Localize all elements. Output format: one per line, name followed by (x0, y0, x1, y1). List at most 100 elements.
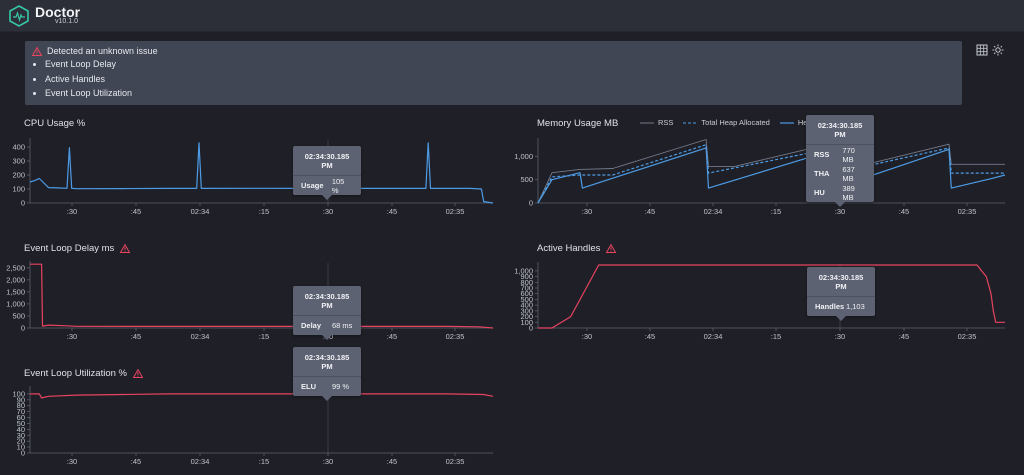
x-tick-label: :30 (835, 332, 845, 341)
tooltip-row: THA 637 MB (806, 164, 874, 183)
handles-title-text: Active Handles (537, 243, 601, 254)
tooltip-label: RSS (814, 150, 830, 159)
tooltip-label: Usage (301, 181, 324, 190)
tooltip-time: 02:34:30.185 PM (806, 115, 874, 145)
memory-tooltip: 02:34:30.185 PM RSS 770 MB THA 637 MB HU… (806, 115, 874, 207)
y-tick-label: 1,500 (6, 287, 25, 296)
issue-alert: Detected an unknown issue Event Loop Del… (25, 41, 962, 105)
x-tick-label: :30 (67, 207, 77, 216)
y-tick-label: 0 (529, 324, 533, 333)
series-handles-line (538, 264, 1005, 329)
x-tick-label: :30 (67, 332, 77, 341)
y-tick-label: 700 (520, 284, 533, 293)
y-tick-label: 1,000 (6, 299, 25, 308)
sun-icon[interactable] (992, 44, 1004, 56)
x-tick-label: :15 (771, 332, 781, 341)
legend-item-rss[interactable]: RSS (640, 118, 673, 127)
legend-item-tha[interactable]: Total Heap Allocated (683, 118, 770, 127)
y-tick-label: 600 (520, 289, 533, 298)
cpu-chart[interactable]: 0 100 200 300 400:30:45 02:34:15:30:45 02:35 (0, 135, 500, 220)
delay-chart[interactable]: 05001,0001,5002,0002,500:30:4502:34:15:3… (0, 258, 500, 343)
memory-chart-title: Memory Usage MB (537, 118, 618, 129)
y-tick-label: 2,000 (6, 275, 25, 284)
tooltip-time: 02:34:30.185 PM (293, 146, 361, 176)
x-tick-label: :30 (323, 207, 333, 216)
x-tick-label: :30 (323, 457, 333, 466)
y-tick-label: 100 (12, 389, 25, 398)
y-tick-label: 800 (520, 278, 533, 287)
elu-tooltip: 02:34:30.185 PM ELU 99 % (293, 347, 361, 401)
delay-title-text: Event Loop Delay ms (24, 243, 115, 254)
series-elu-line (30, 393, 494, 399)
x-tick-label: :45 (131, 207, 141, 216)
elu-chart-title: Event Loop Utilization % (24, 368, 143, 379)
tooltip-label: Delay (301, 321, 322, 330)
series-rss-line (537, 139, 1005, 204)
warning-icon (120, 244, 131, 253)
y-tick-label: 70 (17, 407, 25, 416)
series-heap-line (537, 147, 1006, 204)
y-tick-label: 90 (17, 395, 25, 404)
x-tick-label: :45 (387, 457, 397, 466)
tooltip-label: THA (814, 169, 830, 178)
tooltip-value: 99 % (332, 382, 350, 391)
tooltip-value: 68 ms (332, 321, 353, 330)
x-tick-label: :45 (387, 332, 397, 341)
x-tick-label: 02:35 (446, 207, 465, 216)
y-tick-label: 300 (520, 306, 533, 315)
y-tick-label: 0 (529, 199, 533, 208)
y-tick-label: 900 (520, 272, 533, 281)
cpu-tooltip: 02:34:30.185 PM Usage 105 % (293, 146, 361, 200)
tooltip-label: ELU (301, 382, 316, 391)
x-tick-label: :45 (645, 332, 655, 341)
alert-header: Detected an unknown issue (32, 46, 158, 56)
alert-item-event-loop-delay: Event Loop Delay (45, 57, 132, 72)
tooltip-row: HU 389 MB (806, 183, 874, 202)
doctor-logo-icon (9, 5, 29, 27)
y-tick-label: 2,500 (6, 263, 25, 272)
y-tick-label: 400 (12, 143, 25, 152)
legend-swatch-rss (640, 122, 654, 123)
alert-item-event-loop-utilization: Event Loop Utilization (45, 86, 132, 101)
warning-icon (32, 46, 42, 56)
tooltip-label: Handles (815, 302, 845, 311)
x-tick-label: :45 (645, 207, 655, 216)
tooltip-row: Handles 1,103 (807, 297, 875, 316)
x-tick-label: :45 (899, 332, 909, 341)
y-tick-label: 30 (17, 431, 25, 440)
x-tick-label: :15 (259, 332, 269, 341)
cpu-title-text: CPU Usage % (24, 118, 86, 129)
y-tick-label: 1,000 (514, 152, 533, 161)
series-usage-line (29, 142, 494, 204)
elu-title-text: Event Loop Utilization % (24, 368, 127, 379)
x-tick-label: 02:35 (958, 207, 977, 216)
legend-label-tha: Total Heap Allocated (701, 118, 770, 127)
tooltip-time: 02:34:30.185 PM (293, 347, 361, 377)
memory-title-text: Memory Usage MB (537, 118, 619, 129)
series-total-heap-allocated-line (537, 144, 1005, 204)
tooltip-row: RSS 770 MB (806, 145, 874, 164)
x-tick-label: :45 (387, 207, 397, 216)
y-tick-label: 20 (17, 437, 25, 446)
tooltip-value: 1,103 (846, 302, 865, 311)
x-tick-label: 02:35 (446, 332, 465, 341)
y-tick-label: 400 (520, 301, 533, 310)
delay-tooltip: 02:34:30.185 PM Delay 68 ms (293, 286, 361, 340)
x-tick-label: :30 (582, 207, 592, 216)
handles-chart-title: Active Handles (537, 243, 617, 254)
y-tick-label: 60 (17, 413, 25, 422)
x-tick-label: :30 (835, 207, 845, 216)
x-tick-label: 02:34 (191, 332, 210, 341)
alert-list: Event Loop Delay Active Handles Event Lo… (25, 57, 132, 101)
y-tick-label: 80 (17, 401, 25, 410)
memory-chart[interactable]: 0 500 1,000:30:45 02:34:15:30:45 02:35 (508, 135, 1018, 220)
tooltip-row: Delay 68 ms (293, 316, 361, 335)
grid-icon[interactable] (976, 44, 988, 56)
delay-chart-title: Event Loop Delay ms (24, 243, 131, 254)
app-title: Doctor (35, 4, 81, 20)
tooltip-value: 389 MB (842, 183, 855, 202)
y-tick-label: 0 (21, 199, 25, 208)
x-tick-label: :15 (771, 207, 781, 216)
